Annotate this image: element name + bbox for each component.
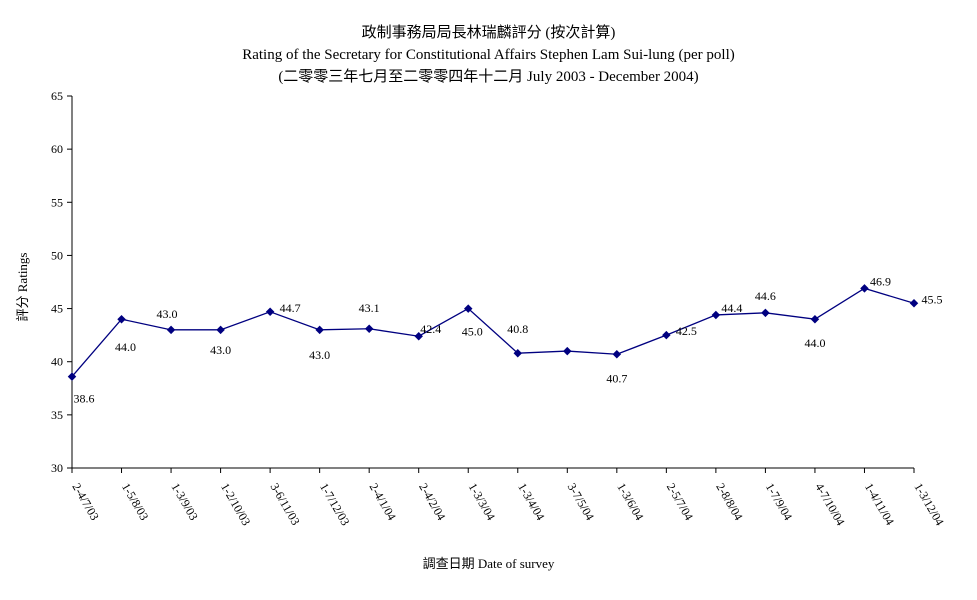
y-axis-title: 評分 Ratings [15,253,30,322]
data-label: 40.8 [507,322,528,336]
data-label: 45.5 [922,292,943,306]
data-label: 43.0 [309,348,330,362]
data-point-marker [67,372,77,381]
y-tick-label: 65 [51,89,63,103]
x-tick-label: 2-4/7/03 [69,481,101,523]
chart-subtitle: Rating of the Secretary for Constitution… [242,47,735,63]
data-point-marker [563,346,572,356]
data-label: 44.0 [804,336,825,350]
chart-title-block: 政制事務局局長林瑞麟評分 (按次計算) Rating of the Secret… [0,22,977,88]
y-tick-label: 55 [51,195,63,209]
data-label: 42.5 [676,324,697,338]
data-point-marker [117,314,126,324]
data-point-marker [364,324,374,334]
y-tick-label: 60 [51,142,63,156]
x-tick-label: 2-8/8/04 [713,481,745,523]
series-line [71,287,915,378]
x-tick-label: 2-4/1/04 [367,481,399,523]
x-tick-label: 1-3/9/03 [168,481,200,523]
data-label: 46.9 [870,274,891,288]
chart-subtitle-period: (二零零三年七月至二零零四年十二月 July 2003 - December 2… [278,69,699,85]
data-point-marker [860,284,869,293]
x-tick-label: 1-7/12/03 [317,481,352,528]
x-tick-label: 1-3/6/04 [614,481,646,523]
data-point-marker [810,314,820,324]
data-point-marker [513,348,523,358]
x-axis-title: 調查日期 Date of survey [422,556,555,571]
data-label: 44.4 [721,301,742,315]
data-point-marker [265,307,275,317]
y-tick-label: 30 [51,461,63,475]
x-tick-label: 3-7/5/04 [565,481,597,523]
data-label: 45.0 [462,325,483,339]
data-point-marker [662,330,671,340]
data-point-marker [414,331,423,341]
chart-title: 政制事務局局長林瑞麟評分 (按次計算) [361,25,616,41]
x-tick-label: 3-6/11/03 [268,481,303,528]
data-point-marker [166,325,176,335]
data-label: 38.6 [74,392,95,406]
x-tick-label: 1-2/10/03 [218,481,253,528]
x-tick-label: 1-7/9/04 [763,481,795,523]
data-label: 42.4 [420,322,441,336]
data-label: 43.1 [359,301,380,315]
x-tick-label: 1-3/3/04 [466,481,498,523]
x-tick-label: 2-4/2/04 [416,481,448,523]
data-point-marker [463,304,473,313]
data-point-marker [909,299,919,308]
data-point-marker [761,308,770,318]
data-label: 44.7 [280,301,301,315]
data-point-marker [216,325,225,335]
y-tick-label: 45 [51,302,63,316]
data-label: 43.0 [210,343,231,357]
y-tick-label: 40 [51,355,63,369]
data-label: 44.6 [755,289,776,303]
x-tick-label: 2-5/7/04 [664,481,696,523]
x-tick-label: 1-3/4/04 [515,481,547,523]
data-point-marker [315,325,324,335]
data-point-marker [612,350,622,359]
data-label: 43.0 [157,307,178,321]
x-tick-label: 1-4/11/04 [862,481,897,528]
x-tick-label: 4-7/10/04 [812,481,847,528]
x-tick-label: 1-3/12/04 [911,481,946,528]
data-label: 40.7 [606,371,627,385]
data-label: 44.0 [115,340,136,354]
x-tick-label: 1-5/8/03 [119,481,151,523]
y-tick-label: 35 [51,408,63,422]
data-point-marker [711,310,721,320]
y-tick-label: 50 [51,248,63,262]
